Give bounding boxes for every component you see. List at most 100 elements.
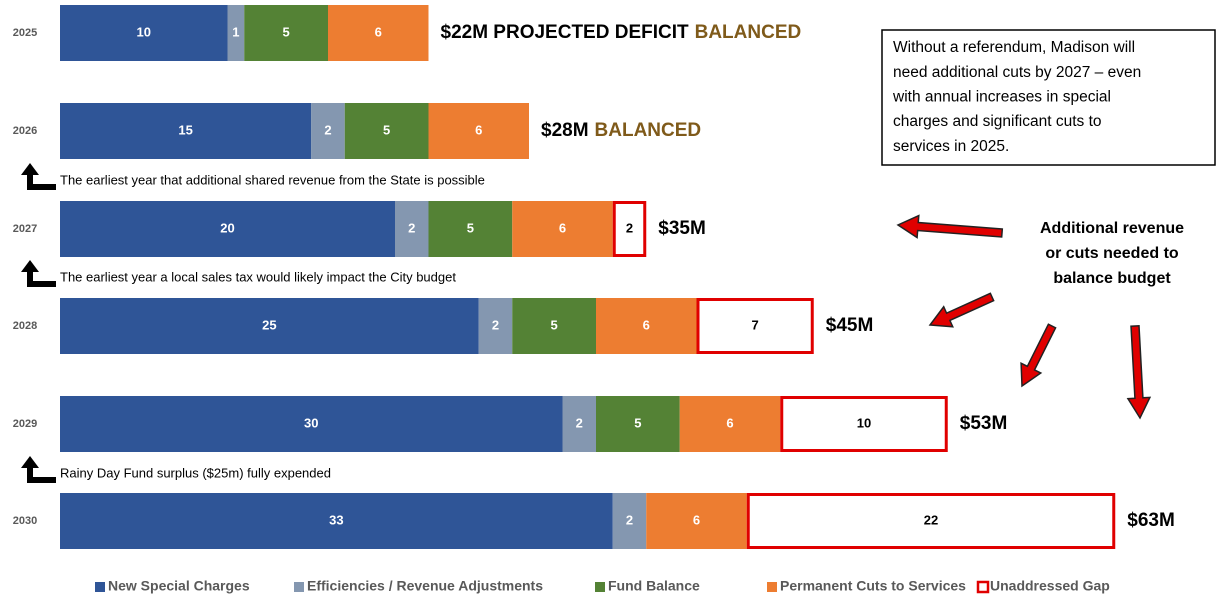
arrow-head	[21, 163, 39, 175]
legend-swatch	[976, 580, 990, 594]
legend-label: Permanent Cuts to Services	[780, 578, 966, 594]
red-arrow	[896, 214, 1004, 239]
legend-swatch	[767, 582, 777, 592]
bar-segment	[60, 5, 228, 61]
total-label: $28M BALANCED	[541, 120, 701, 141]
value-label: 5	[634, 415, 641, 430]
text-box-line: need additional cuts by 2027 – even	[893, 64, 1141, 81]
value-label: 5	[383, 122, 390, 137]
value-label: 7	[752, 317, 759, 332]
legend-label: Unaddressed Gap	[990, 578, 1110, 594]
legend-swatch	[95, 582, 105, 592]
value-label: 6	[693, 512, 700, 527]
bar-segment	[328, 5, 429, 61]
legend-label: Efficiencies / Revenue Adjustments	[307, 578, 543, 594]
total: $53M	[960, 413, 1008, 434]
gap-segment	[746, 493, 1116, 549]
red-arrow	[1126, 324, 1152, 420]
value-label: 2	[626, 512, 633, 527]
total-label: $53M	[960, 413, 1008, 434]
bar-segment	[227, 5, 245, 61]
bar-segment	[428, 201, 513, 257]
bar-segment	[478, 298, 513, 354]
value-label: 33	[329, 512, 343, 527]
value-label: 2	[576, 415, 583, 430]
value-label: 1	[232, 24, 239, 39]
value-label: 2	[626, 220, 633, 235]
bar-segment	[60, 493, 613, 549]
total: $45M	[826, 315, 874, 336]
bar-segment	[596, 396, 680, 452]
note: The earliest year a local sales tax woul…	[60, 269, 456, 284]
total: $35M	[658, 218, 706, 239]
text-box	[881, 29, 1216, 166]
text-box-line: charges and significant cuts to	[893, 113, 1102, 130]
y-tick-label: 2026	[13, 125, 37, 137]
bar-segment	[60, 298, 479, 354]
value-label: 2	[324, 122, 331, 137]
bar-segment	[612, 493, 647, 549]
value-label: 2	[492, 317, 499, 332]
total-label: $35M	[658, 218, 706, 239]
arrow-head	[21, 260, 39, 272]
status: BALANCED	[695, 22, 802, 43]
y-tick-label: 2029	[13, 418, 37, 430]
value-label: 6	[475, 122, 482, 137]
bar-segment	[679, 396, 781, 452]
total: $22M PROJECTED DEFICIT	[441, 22, 689, 43]
bent-arrow	[27, 270, 56, 287]
bar-segment	[60, 103, 312, 159]
y-tick-label: 2030	[13, 515, 37, 527]
value-label: 6	[559, 220, 566, 235]
bar-segment	[344, 103, 429, 159]
arrow-head	[21, 456, 39, 468]
bar-segment	[60, 201, 395, 257]
bar-segment	[428, 103, 529, 159]
red-arrow	[928, 292, 995, 328]
note: The earliest year that additional shared…	[60, 172, 485, 187]
value-label: 5	[283, 24, 290, 39]
y-tick-label: 2028	[13, 320, 37, 332]
total: $63M	[1127, 510, 1175, 531]
text-box-line: Without a referendum, Madison will	[893, 39, 1135, 56]
value-label: 5	[551, 317, 558, 332]
total-label: $45M	[826, 315, 874, 336]
y-tick-label: 2025	[13, 27, 37, 39]
callout: or cuts needed to	[1045, 245, 1179, 262]
bar-segment	[395, 201, 429, 257]
bar-segment	[596, 298, 697, 354]
value-label: 6	[643, 317, 650, 332]
total: $28M	[541, 120, 589, 141]
status: BALANCED	[595, 120, 702, 141]
red-arrow	[1020, 323, 1057, 388]
total-label: $63M	[1127, 510, 1175, 531]
bar-segment	[512, 201, 613, 257]
value-label: 25	[262, 317, 276, 332]
value-label: 2	[408, 220, 415, 235]
bar-segment	[311, 103, 345, 159]
y-tick-label: 2027	[13, 223, 37, 235]
value-label: 15	[178, 122, 192, 137]
text-box-line: services in 2025.	[893, 138, 1009, 155]
value-label: 10	[137, 24, 151, 39]
note: Rainy Day Fund surplus ($25m) fully expe…	[60, 465, 331, 480]
value-label: 6	[375, 24, 382, 39]
gap-segment	[612, 201, 647, 257]
bent-arrow	[27, 173, 56, 190]
callout: balance budget	[1053, 270, 1171, 287]
callout: Additional revenue	[1040, 220, 1184, 237]
gap-segment	[696, 298, 814, 354]
value-label: 6	[726, 415, 733, 430]
legend-label: New Special Charges	[108, 578, 250, 594]
legend-label: Fund Balance	[608, 578, 700, 594]
bar-segment	[60, 396, 563, 452]
bar-segment	[562, 396, 596, 452]
legend-swatch	[595, 582, 605, 592]
bar-segment	[512, 298, 596, 354]
text-box-line: with annual increases in special	[892, 88, 1111, 105]
bar-segment	[244, 5, 328, 61]
value-label: 20	[220, 220, 234, 235]
bent-arrow	[27, 466, 56, 483]
value-label: 22	[924, 512, 938, 527]
